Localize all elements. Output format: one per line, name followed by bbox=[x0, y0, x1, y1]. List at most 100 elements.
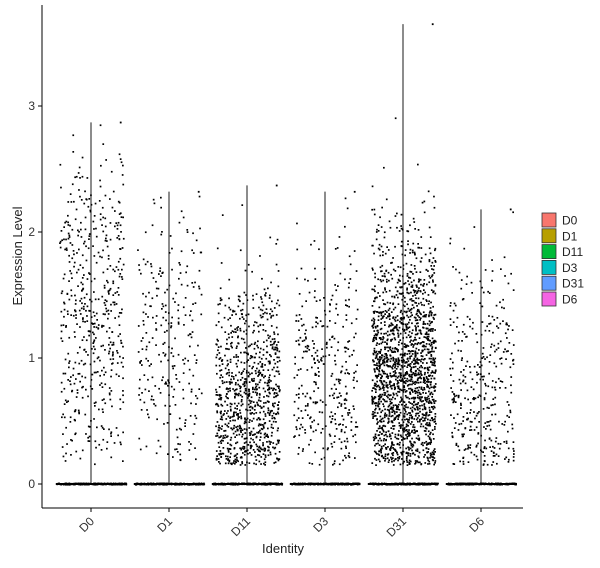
data-point bbox=[276, 349, 279, 352]
data-point bbox=[403, 317, 405, 320]
data-point bbox=[264, 375, 266, 377]
data-point bbox=[84, 190, 86, 193]
data-point bbox=[262, 304, 265, 307]
data-point bbox=[420, 352, 422, 354]
data-point bbox=[59, 163, 62, 166]
data-point bbox=[227, 459, 229, 461]
data-point bbox=[274, 346, 277, 349]
data-point bbox=[421, 408, 424, 411]
data-point bbox=[429, 424, 431, 427]
data-point bbox=[422, 341, 425, 344]
data-point bbox=[415, 449, 417, 452]
data-point bbox=[415, 369, 417, 372]
data-point bbox=[160, 324, 163, 327]
data-point bbox=[305, 329, 307, 332]
data-point bbox=[349, 278, 352, 280]
data-point bbox=[247, 263, 250, 266]
data-point bbox=[322, 325, 325, 327]
data-point bbox=[316, 401, 319, 404]
data-point bbox=[271, 431, 273, 434]
data-point bbox=[397, 386, 400, 389]
data-point bbox=[251, 420, 253, 422]
data-point bbox=[404, 409, 406, 411]
data-point bbox=[255, 352, 257, 355]
data-point bbox=[226, 404, 229, 406]
data-point bbox=[319, 399, 322, 402]
data-point bbox=[429, 453, 432, 455]
data-point bbox=[391, 375, 393, 377]
data-point bbox=[110, 310, 112, 312]
data-point bbox=[318, 371, 320, 373]
data-point bbox=[74, 303, 77, 305]
data-point bbox=[414, 252, 416, 255]
data-point bbox=[182, 359, 184, 361]
data-point bbox=[378, 306, 381, 309]
data-point bbox=[321, 411, 324, 414]
data-point bbox=[273, 342, 275, 345]
data-point bbox=[88, 309, 90, 312]
data-point bbox=[373, 339, 375, 342]
data-point bbox=[347, 348, 350, 350]
data-point bbox=[82, 287, 85, 290]
data-point bbox=[148, 390, 150, 392]
data-point bbox=[296, 248, 299, 251]
data-point bbox=[411, 406, 414, 409]
data-point bbox=[249, 433, 252, 435]
data-point bbox=[276, 238, 279, 241]
data-point bbox=[231, 341, 233, 344]
data-point bbox=[224, 423, 227, 426]
data-point bbox=[406, 314, 408, 317]
data-point bbox=[254, 433, 256, 435]
data-point bbox=[221, 363, 224, 365]
data-point bbox=[250, 413, 252, 415]
data-point bbox=[375, 391, 377, 393]
data-point bbox=[406, 361, 408, 364]
data-point bbox=[410, 285, 413, 288]
data-point bbox=[236, 459, 238, 461]
data-point bbox=[378, 248, 381, 251]
data-point bbox=[239, 327, 242, 330]
data-point bbox=[220, 262, 223, 264]
data-point bbox=[414, 362, 416, 365]
data-point bbox=[70, 454, 72, 456]
data-point bbox=[177, 323, 180, 325]
data-point bbox=[429, 344, 432, 347]
data-point bbox=[400, 309, 402, 312]
data-point bbox=[393, 296, 396, 299]
data-point bbox=[374, 357, 377, 360]
data-point bbox=[248, 345, 250, 348]
data-point bbox=[92, 345, 95, 348]
data-point bbox=[263, 396, 265, 398]
data-point bbox=[117, 268, 120, 271]
data-point bbox=[385, 448, 388, 450]
data-point bbox=[153, 202, 156, 205]
data-point bbox=[433, 350, 435, 353]
data-point bbox=[397, 459, 399, 462]
data-point bbox=[150, 398, 153, 401]
data-point bbox=[253, 412, 255, 415]
data-point bbox=[429, 441, 431, 444]
data-point bbox=[372, 317, 375, 320]
data-point bbox=[338, 382, 341, 385]
data-point bbox=[409, 308, 412, 311]
data-point bbox=[429, 328, 432, 331]
data-point bbox=[236, 456, 238, 459]
data-point bbox=[376, 402, 378, 405]
data-point bbox=[218, 398, 220, 401]
data-point bbox=[420, 257, 423, 259]
data-point bbox=[88, 273, 91, 275]
data-point bbox=[180, 210, 183, 213]
data-point bbox=[423, 417, 426, 420]
data-point bbox=[255, 321, 258, 324]
data-point bbox=[425, 299, 428, 301]
data-point bbox=[406, 273, 409, 275]
data-point bbox=[142, 292, 144, 295]
data-point bbox=[84, 376, 87, 379]
data-point bbox=[432, 452, 435, 454]
data-point bbox=[326, 325, 329, 328]
data-point bbox=[237, 336, 239, 339]
data-point bbox=[394, 325, 396, 328]
data-point bbox=[428, 315, 430, 318]
data-point bbox=[431, 330, 434, 332]
data-point bbox=[414, 301, 416, 304]
